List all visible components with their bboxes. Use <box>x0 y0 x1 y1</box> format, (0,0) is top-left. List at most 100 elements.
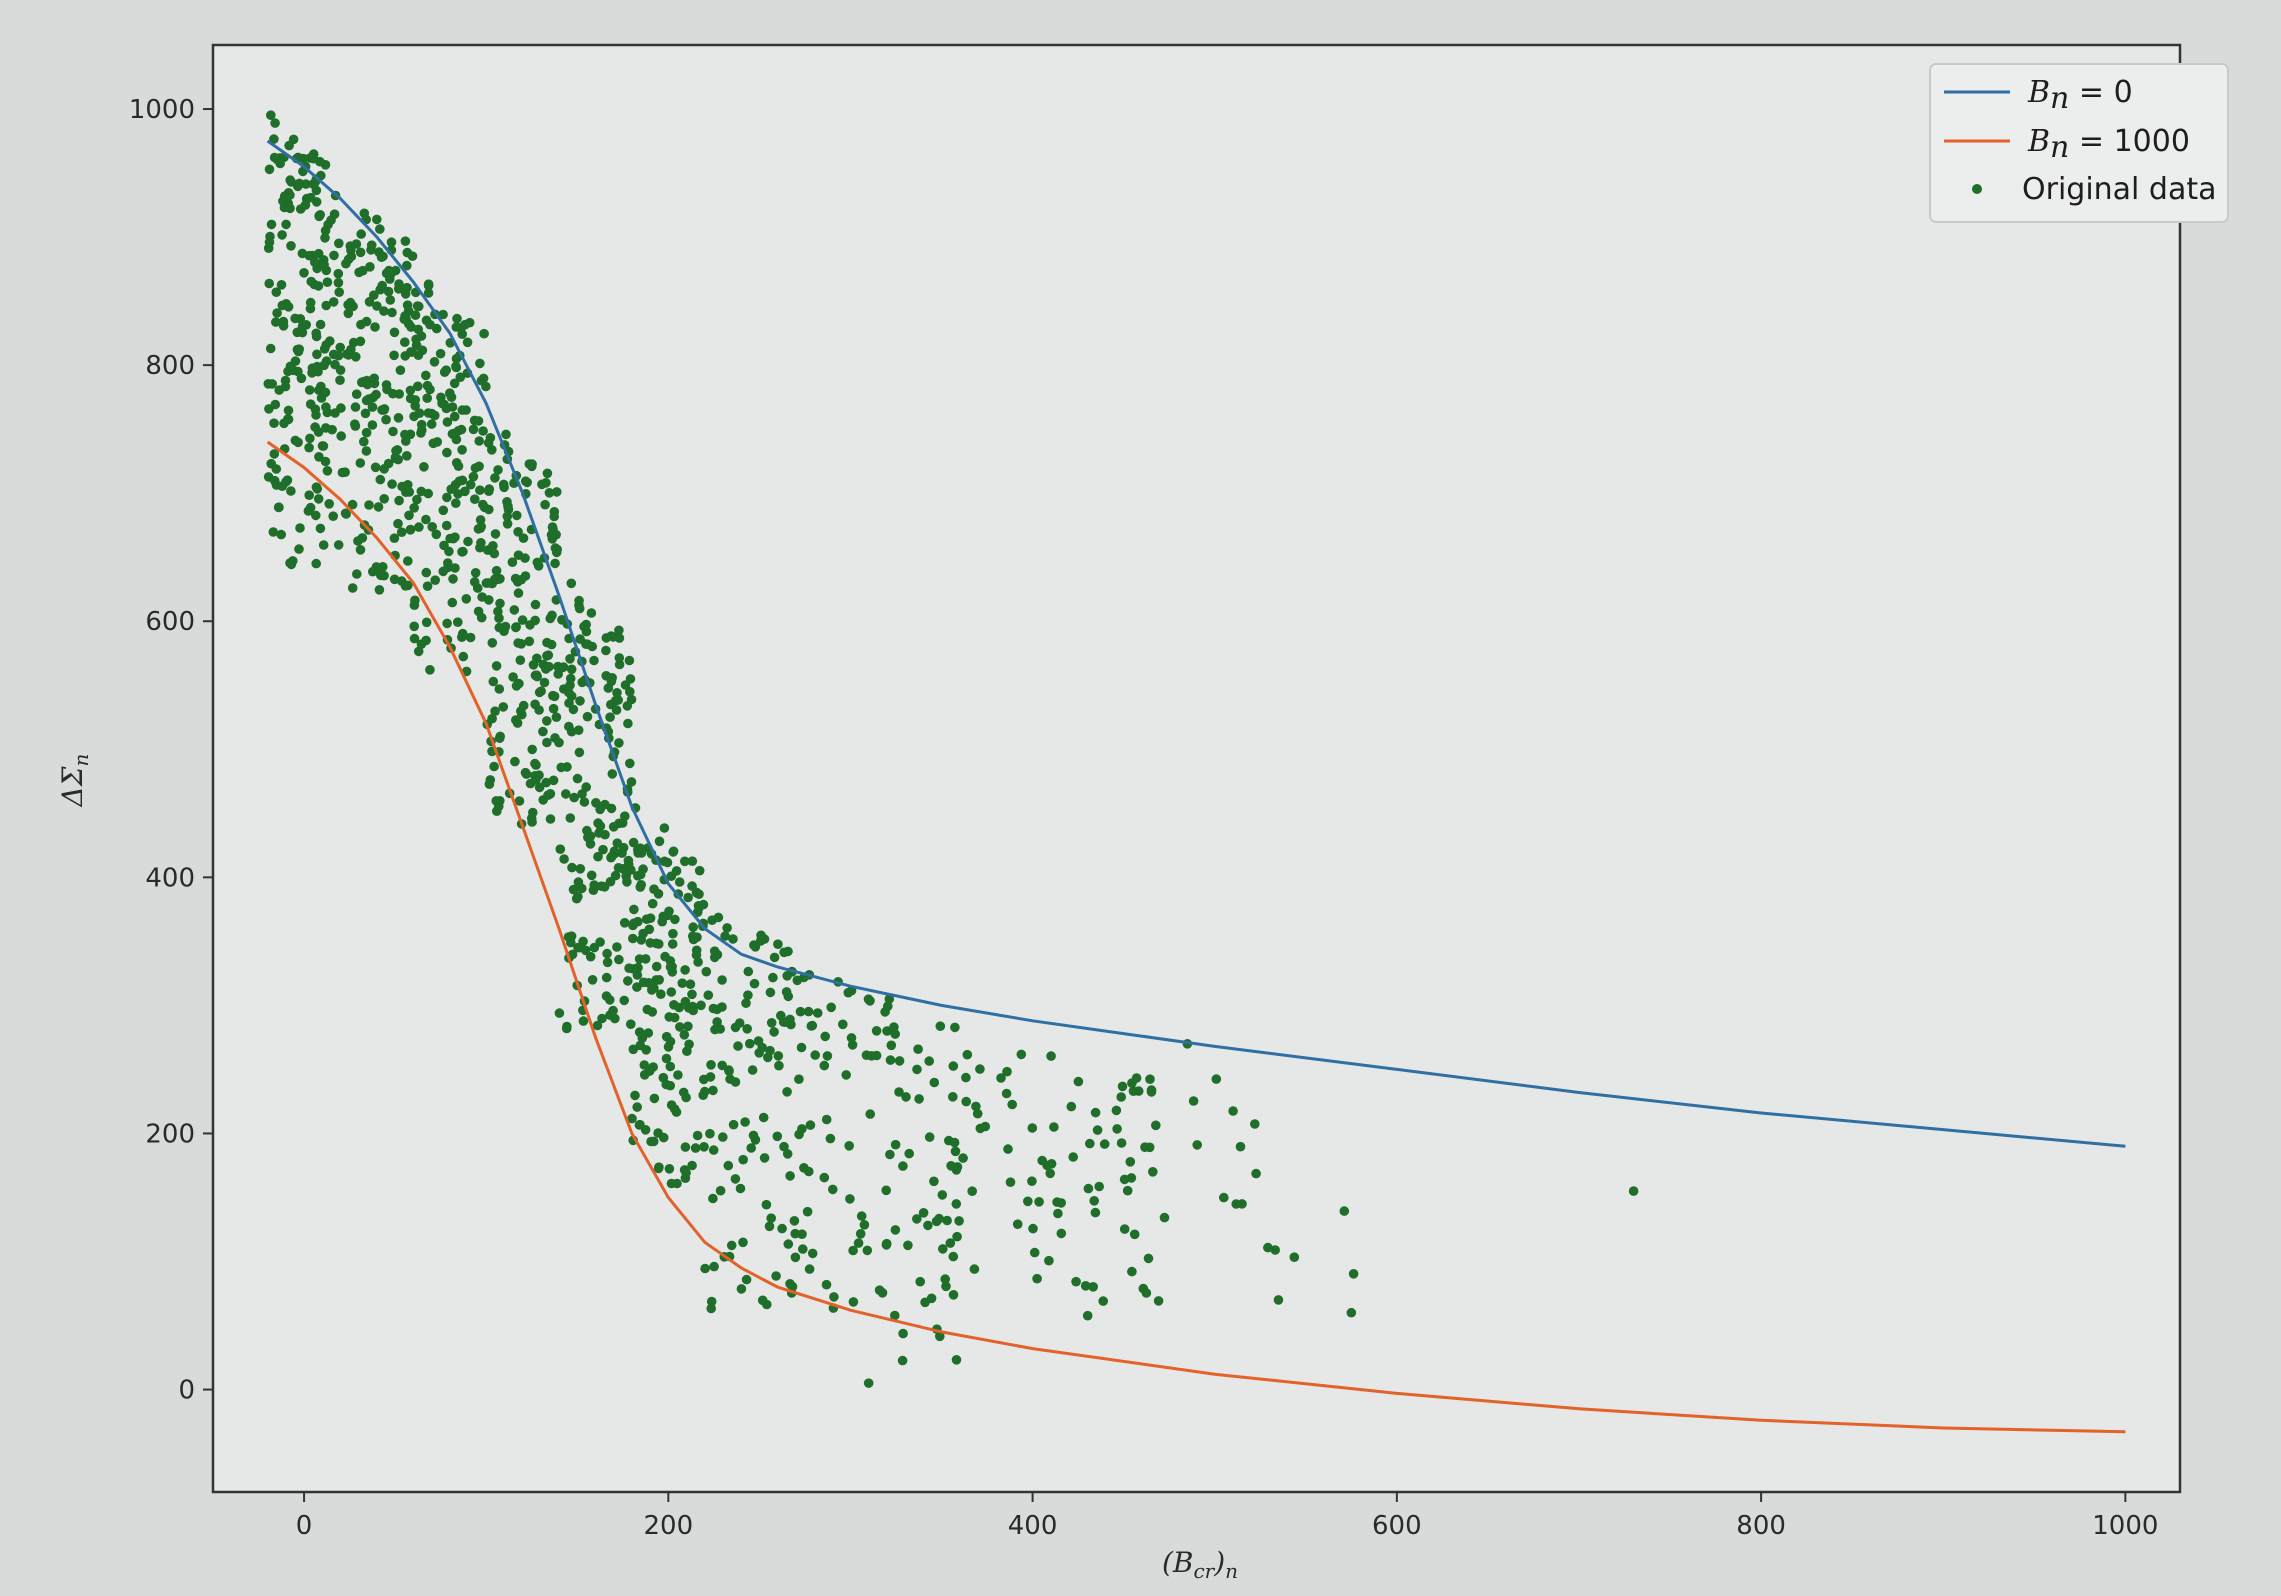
scatter-point <box>419 462 429 472</box>
scatter-point <box>658 1072 669 1083</box>
scatter-point <box>1034 1197 1044 1207</box>
scatter-point <box>654 939 664 949</box>
scatter-point <box>267 379 278 389</box>
scatter-point <box>865 1109 875 1119</box>
line-bn-0 <box>266 139 2126 1148</box>
scatter-point <box>379 306 389 316</box>
scatter-point <box>478 373 489 384</box>
scatter-point <box>924 1056 934 1066</box>
scatter-point <box>552 487 562 497</box>
scatter-point <box>705 1128 715 1139</box>
scatter-point <box>528 807 538 818</box>
scatter-point <box>1099 1139 1110 1149</box>
scatter-point <box>355 336 366 347</box>
scatter-point <box>280 375 291 386</box>
scatter-point <box>293 346 304 357</box>
scatter-point <box>396 527 407 537</box>
scatter-point <box>863 1378 874 1388</box>
scatter-point <box>372 214 382 225</box>
scatter-point <box>269 449 280 459</box>
scatter-point <box>527 817 537 827</box>
scatter-point <box>531 670 542 680</box>
scatter-point <box>610 1013 620 1024</box>
scatter-point <box>1089 1196 1099 1206</box>
scatter-point <box>766 1213 776 1223</box>
scatter-point <box>596 881 607 891</box>
scatter-point <box>1273 1295 1284 1305</box>
scatter-point <box>283 302 294 312</box>
scatter-point <box>785 1279 795 1289</box>
scatter-point <box>414 522 424 532</box>
scatter-point <box>628 933 638 944</box>
scatter-point <box>674 1002 684 1013</box>
scatter-point <box>318 540 329 550</box>
scatter-point <box>271 287 282 298</box>
scatter-point <box>333 268 344 279</box>
scatter-point <box>608 1005 618 1016</box>
scatter-point <box>334 287 345 298</box>
scatter-point <box>421 514 431 525</box>
scatter-point <box>516 574 527 585</box>
scatter-point <box>722 923 732 933</box>
y-tick-label: 1000 <box>129 95 195 125</box>
scatter-point <box>715 1185 726 1196</box>
scatter-point <box>952 1162 963 1172</box>
scatter-point <box>885 1149 895 1160</box>
scatter-point <box>511 622 521 632</box>
scatter-point <box>674 877 685 887</box>
scatter-point <box>430 575 441 585</box>
scatter-point <box>313 494 324 504</box>
scatter-point <box>375 284 386 295</box>
scatter-point <box>937 1190 948 1200</box>
scatter-point <box>799 1163 809 1173</box>
scatter-point <box>675 1022 685 1032</box>
scatter-point <box>490 706 500 716</box>
scatter-point <box>794 1074 804 1084</box>
scatter-point <box>1348 1269 1359 1279</box>
scatter-point <box>491 661 502 671</box>
scatter-point <box>544 488 555 498</box>
scatter-point <box>614 625 624 636</box>
scatter-point <box>582 825 592 836</box>
scatter-point <box>735 1183 746 1194</box>
scatter-point <box>314 452 324 462</box>
scatter-point <box>543 650 554 660</box>
scatter-point <box>961 1096 971 1107</box>
scatter-point <box>1029 1247 1040 1258</box>
scatter-point <box>897 1355 908 1366</box>
scatter-point <box>627 1113 637 1124</box>
y-tick-label: 200 <box>145 1119 195 1149</box>
scatter-point <box>1092 1125 1103 1135</box>
scatter-point <box>494 622 505 633</box>
scatter-point <box>772 1131 783 1142</box>
scatter-point <box>619 918 630 928</box>
scatter-point <box>488 541 498 551</box>
scatter-point <box>641 914 652 924</box>
scatter-point <box>538 795 548 805</box>
scatter-point <box>720 931 730 941</box>
scatter-point <box>715 1024 725 1034</box>
scatter-point <box>569 792 579 803</box>
scatter-point <box>693 957 703 967</box>
scatter-point <box>512 510 522 521</box>
scatter-point <box>487 638 498 648</box>
scatter-point <box>822 1051 833 1061</box>
scatter-point <box>517 709 527 720</box>
scatter-point <box>769 952 780 963</box>
scatter-point <box>687 989 697 1000</box>
scatter-point <box>311 482 322 493</box>
scatter-point <box>666 1100 677 1110</box>
scatter-point <box>622 701 633 711</box>
scatter-point <box>566 691 577 701</box>
scatter-point <box>265 343 276 354</box>
scatter-point <box>607 769 618 779</box>
scatter-point <box>644 1066 655 1076</box>
scatter-point <box>623 976 633 986</box>
scatter-point <box>498 702 509 712</box>
scatter-point <box>559 854 569 864</box>
scatter-point <box>844 1141 854 1151</box>
scatter-point <box>574 603 585 614</box>
scatter-point <box>468 424 479 435</box>
scatter-point <box>1012 1219 1023 1229</box>
scatter-point <box>980 1121 991 1132</box>
